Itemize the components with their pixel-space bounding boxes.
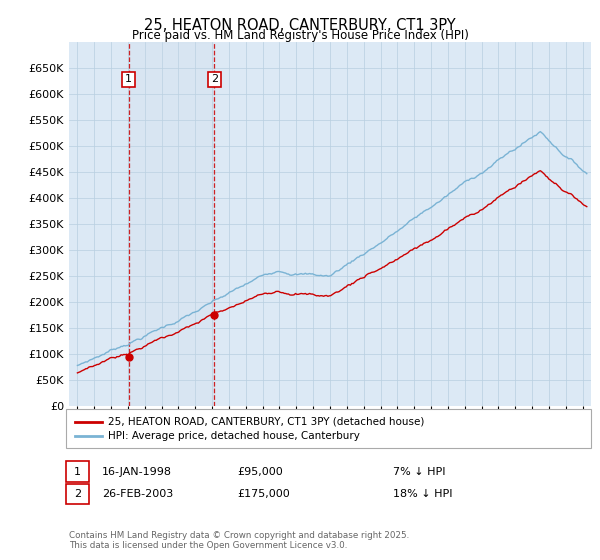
Bar <box>128 42 214 406</box>
Text: 25, HEATON ROAD, CANTERBURY, CT1 3PY (detached house): 25, HEATON ROAD, CANTERBURY, CT1 3PY (de… <box>108 417 424 427</box>
Text: £175,000: £175,000 <box>237 489 290 499</box>
Text: 18% ↓ HPI: 18% ↓ HPI <box>393 489 452 499</box>
Text: 1: 1 <box>74 466 81 477</box>
Text: 1: 1 <box>125 74 132 85</box>
Text: HPI: Average price, detached house, Canterbury: HPI: Average price, detached house, Cant… <box>108 431 360 441</box>
Text: 7% ↓ HPI: 7% ↓ HPI <box>393 466 445 477</box>
Text: Contains HM Land Registry data © Crown copyright and database right 2025.
This d: Contains HM Land Registry data © Crown c… <box>69 531 409 550</box>
Text: 26-FEB-2003: 26-FEB-2003 <box>102 489 173 499</box>
Text: £95,000: £95,000 <box>237 466 283 477</box>
Text: Price paid vs. HM Land Registry's House Price Index (HPI): Price paid vs. HM Land Registry's House … <box>131 29 469 42</box>
Text: 25, HEATON ROAD, CANTERBURY, CT1 3PY: 25, HEATON ROAD, CANTERBURY, CT1 3PY <box>144 18 456 33</box>
Text: 2: 2 <box>211 74 218 85</box>
Text: 16-JAN-1998: 16-JAN-1998 <box>102 466 172 477</box>
Text: 2: 2 <box>74 489 81 499</box>
